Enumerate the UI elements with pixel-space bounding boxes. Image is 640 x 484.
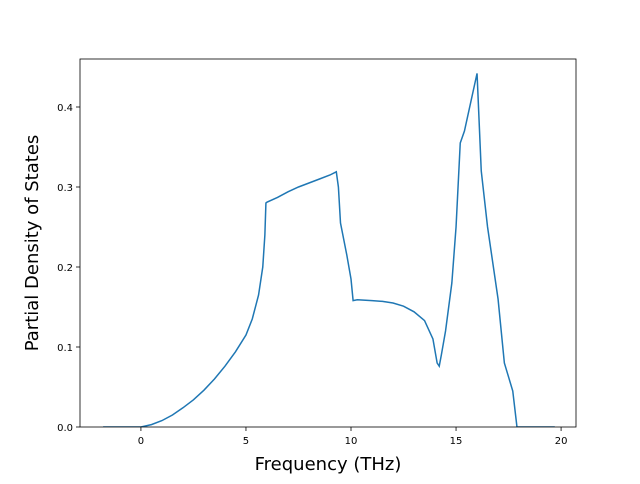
y-tick-label: 0.2 xyxy=(57,263,73,274)
y-tick-label: 0.3 xyxy=(57,183,73,194)
x-tick-label: 10 xyxy=(345,436,358,447)
plot-frame xyxy=(79,58,577,428)
y-tick-label: 0.0 xyxy=(57,423,73,434)
y-axis-label: Partial Density of States xyxy=(22,135,43,352)
line-series xyxy=(103,73,555,427)
x-tick-label: 20 xyxy=(555,436,568,447)
x-tick-label: 15 xyxy=(450,436,463,447)
x-tick-label: 5 xyxy=(243,436,249,447)
y-tick-label: 0.1 xyxy=(57,343,73,354)
y-tick-label: 0.4 xyxy=(57,103,73,114)
x-tick-label: 0 xyxy=(138,436,144,447)
x-axis-label: Frequency (THz) xyxy=(255,454,402,475)
